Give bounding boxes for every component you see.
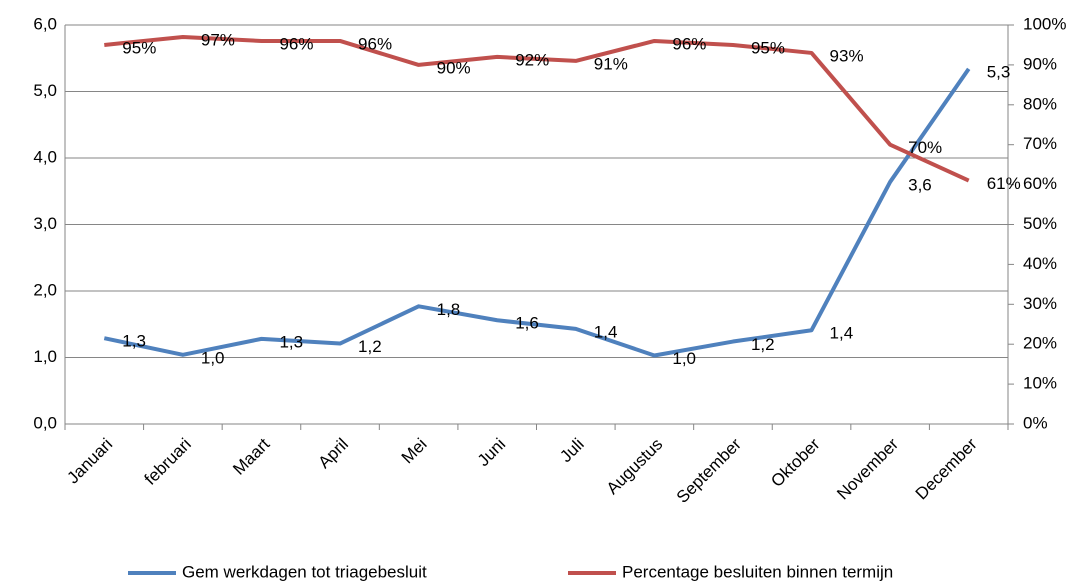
- data-label: 96%: [279, 34, 313, 53]
- y-tick-label: 1,0: [33, 347, 57, 366]
- y2-tick-label: 100%: [1023, 14, 1066, 33]
- legend-label: Gem werkdagen tot triagebesluit: [182, 562, 427, 581]
- y2-tick-label: 10%: [1023, 374, 1057, 393]
- x-tick-label: December: [912, 434, 981, 503]
- data-label: 1,2: [358, 337, 382, 356]
- y-tick-label: 0,0: [33, 413, 57, 432]
- y2-tick-label: 0%: [1023, 413, 1048, 432]
- y2-tick-label: 30%: [1023, 294, 1057, 313]
- x-tick-label: April: [315, 435, 352, 472]
- y-tick-label: 5,0: [33, 81, 57, 100]
- data-label: 70%: [908, 138, 942, 157]
- y-tick-label: 3,0: [33, 214, 57, 233]
- y-tick-label: 6,0: [33, 14, 57, 33]
- x-tick-label: februari: [141, 435, 195, 489]
- y2-tick-label: 50%: [1023, 214, 1057, 233]
- data-label: 97%: [201, 30, 235, 49]
- y-tick-label: 2,0: [33, 280, 57, 299]
- data-label: 1,0: [201, 348, 225, 367]
- y-tick-label: 4,0: [33, 147, 57, 166]
- y2-tick-label: 70%: [1023, 134, 1057, 153]
- data-label: 92%: [515, 50, 549, 69]
- x-tick-label: Juli: [556, 435, 587, 466]
- y2-tick-label: 40%: [1023, 254, 1057, 273]
- x-tick-label: Maart: [229, 434, 273, 478]
- data-label: 96%: [358, 34, 392, 53]
- data-label: 96%: [672, 34, 706, 53]
- series-line: [104, 34, 970, 183]
- data-label: 1,0: [672, 349, 696, 368]
- x-tick-label: Mei: [398, 435, 431, 468]
- x-tick-label: Oktober: [767, 434, 823, 490]
- data-label: 95%: [122, 38, 156, 57]
- x-tick-label: Januari: [63, 435, 116, 488]
- y2-tick-label: 80%: [1023, 94, 1057, 113]
- data-label: 91%: [594, 54, 628, 73]
- data-label: 1,3: [122, 332, 146, 351]
- data-label: 1,4: [594, 322, 618, 341]
- series-line: [103, 67, 971, 358]
- x-tick-label: September: [673, 434, 745, 506]
- y2-tick-label: 20%: [1023, 334, 1057, 353]
- data-label: 90%: [437, 58, 471, 77]
- data-label: 5,3: [987, 62, 1011, 81]
- data-label: 1,3: [279, 332, 303, 351]
- data-label: 1,2: [751, 335, 775, 354]
- x-tick-label: Juni: [474, 435, 509, 470]
- data-label: 95%: [751, 38, 785, 57]
- y2-tick-label: 60%: [1023, 174, 1057, 193]
- data-label: 93%: [830, 46, 864, 65]
- data-label: 1,4: [830, 324, 854, 343]
- y2-tick-label: 90%: [1023, 54, 1057, 73]
- data-label: 61%: [987, 174, 1021, 193]
- x-tick-label: November: [833, 434, 902, 503]
- data-label: 1,8: [437, 300, 461, 319]
- data-label: 1,6: [515, 314, 539, 333]
- x-tick-label: Augustus: [603, 435, 667, 499]
- data-label: 3,6: [908, 175, 932, 194]
- legend-label: Percentage besluiten binnen termijn: [622, 562, 893, 581]
